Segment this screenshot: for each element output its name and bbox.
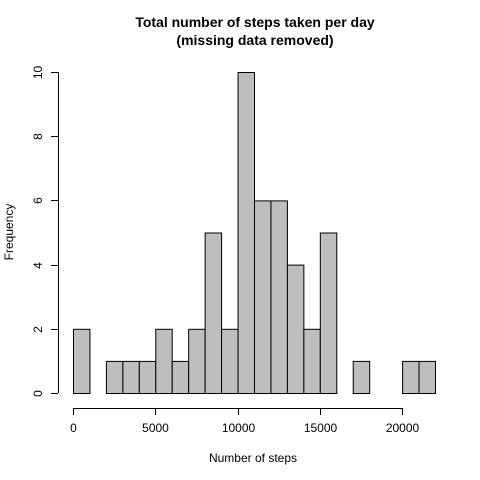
x-tick-label: 15000 bbox=[304, 421, 338, 435]
y-tick-label: 8 bbox=[31, 133, 45, 140]
histogram-bar bbox=[221, 328, 239, 394]
y-tick-label: 4 bbox=[31, 262, 45, 269]
y-tick-label: 2 bbox=[31, 326, 45, 333]
x-axis: 0 5000 10000 15000 20000 bbox=[70, 408, 420, 435]
x-tick-label: 10000 bbox=[222, 421, 256, 435]
histogram-bar bbox=[418, 360, 436, 394]
histogram-bar bbox=[303, 328, 321, 394]
histogram-bar bbox=[155, 328, 173, 394]
y-axis-label: Frequency bbox=[2, 204, 16, 261]
histogram-bar bbox=[122, 360, 140, 394]
x-axis-label: Number of steps bbox=[209, 451, 297, 465]
histogram-bar bbox=[237, 72, 256, 394]
histogram-bar bbox=[352, 360, 371, 394]
y-axis: 0 2 4 6 8 10 bbox=[31, 66, 59, 397]
bars-group bbox=[73, 72, 436, 394]
y-tick-label: 6 bbox=[31, 197, 45, 204]
y-tick-label: 10 bbox=[31, 66, 45, 80]
histogram-bar bbox=[138, 360, 157, 394]
x-tick-label: 0 bbox=[70, 421, 77, 435]
chart-title: Total number of steps taken per day bbox=[135, 14, 375, 30]
histogram-bar bbox=[188, 328, 206, 394]
histogram-bar bbox=[105, 360, 124, 394]
chart-subtitle: (missing data removed) bbox=[176, 32, 333, 48]
histogram-bar bbox=[254, 200, 272, 394]
y-tick-label: 0 bbox=[31, 390, 45, 397]
histogram-bar bbox=[402, 360, 420, 394]
x-tick-label: 5000 bbox=[142, 421, 169, 435]
histogram-bar bbox=[286, 264, 305, 394]
x-tick-label: 20000 bbox=[386, 421, 420, 435]
histogram-bar bbox=[171, 360, 190, 394]
histogram-bar bbox=[270, 200, 288, 394]
histogram-bar bbox=[204, 232, 223, 394]
histogram-bar bbox=[73, 328, 91, 394]
histogram-bar bbox=[319, 232, 338, 394]
